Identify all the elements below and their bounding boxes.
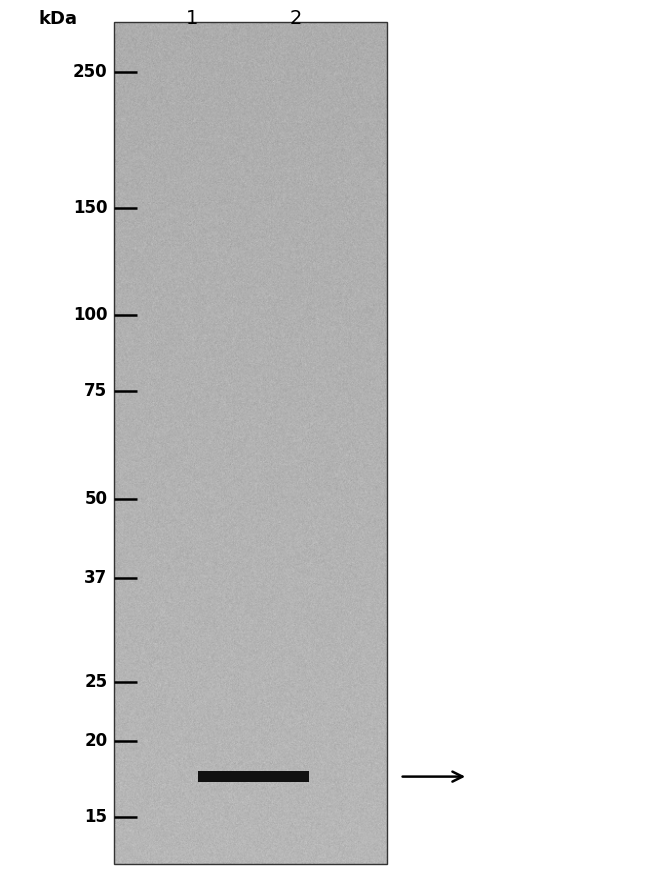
Text: 15: 15: [84, 808, 107, 827]
Text: 2: 2: [289, 10, 302, 28]
Text: 75: 75: [84, 382, 107, 400]
Text: 1: 1: [185, 10, 198, 28]
Text: 25: 25: [84, 673, 107, 691]
Text: 20: 20: [84, 732, 107, 750]
Text: 150: 150: [73, 198, 107, 216]
Bar: [114, 22, 387, 864]
Text: 250: 250: [73, 63, 107, 82]
Text: kDa: kDa: [39, 11, 78, 28]
Text: 50: 50: [84, 490, 107, 508]
Bar: [198, 771, 309, 782]
Text: 100: 100: [73, 306, 107, 324]
Text: 37: 37: [84, 570, 107, 587]
